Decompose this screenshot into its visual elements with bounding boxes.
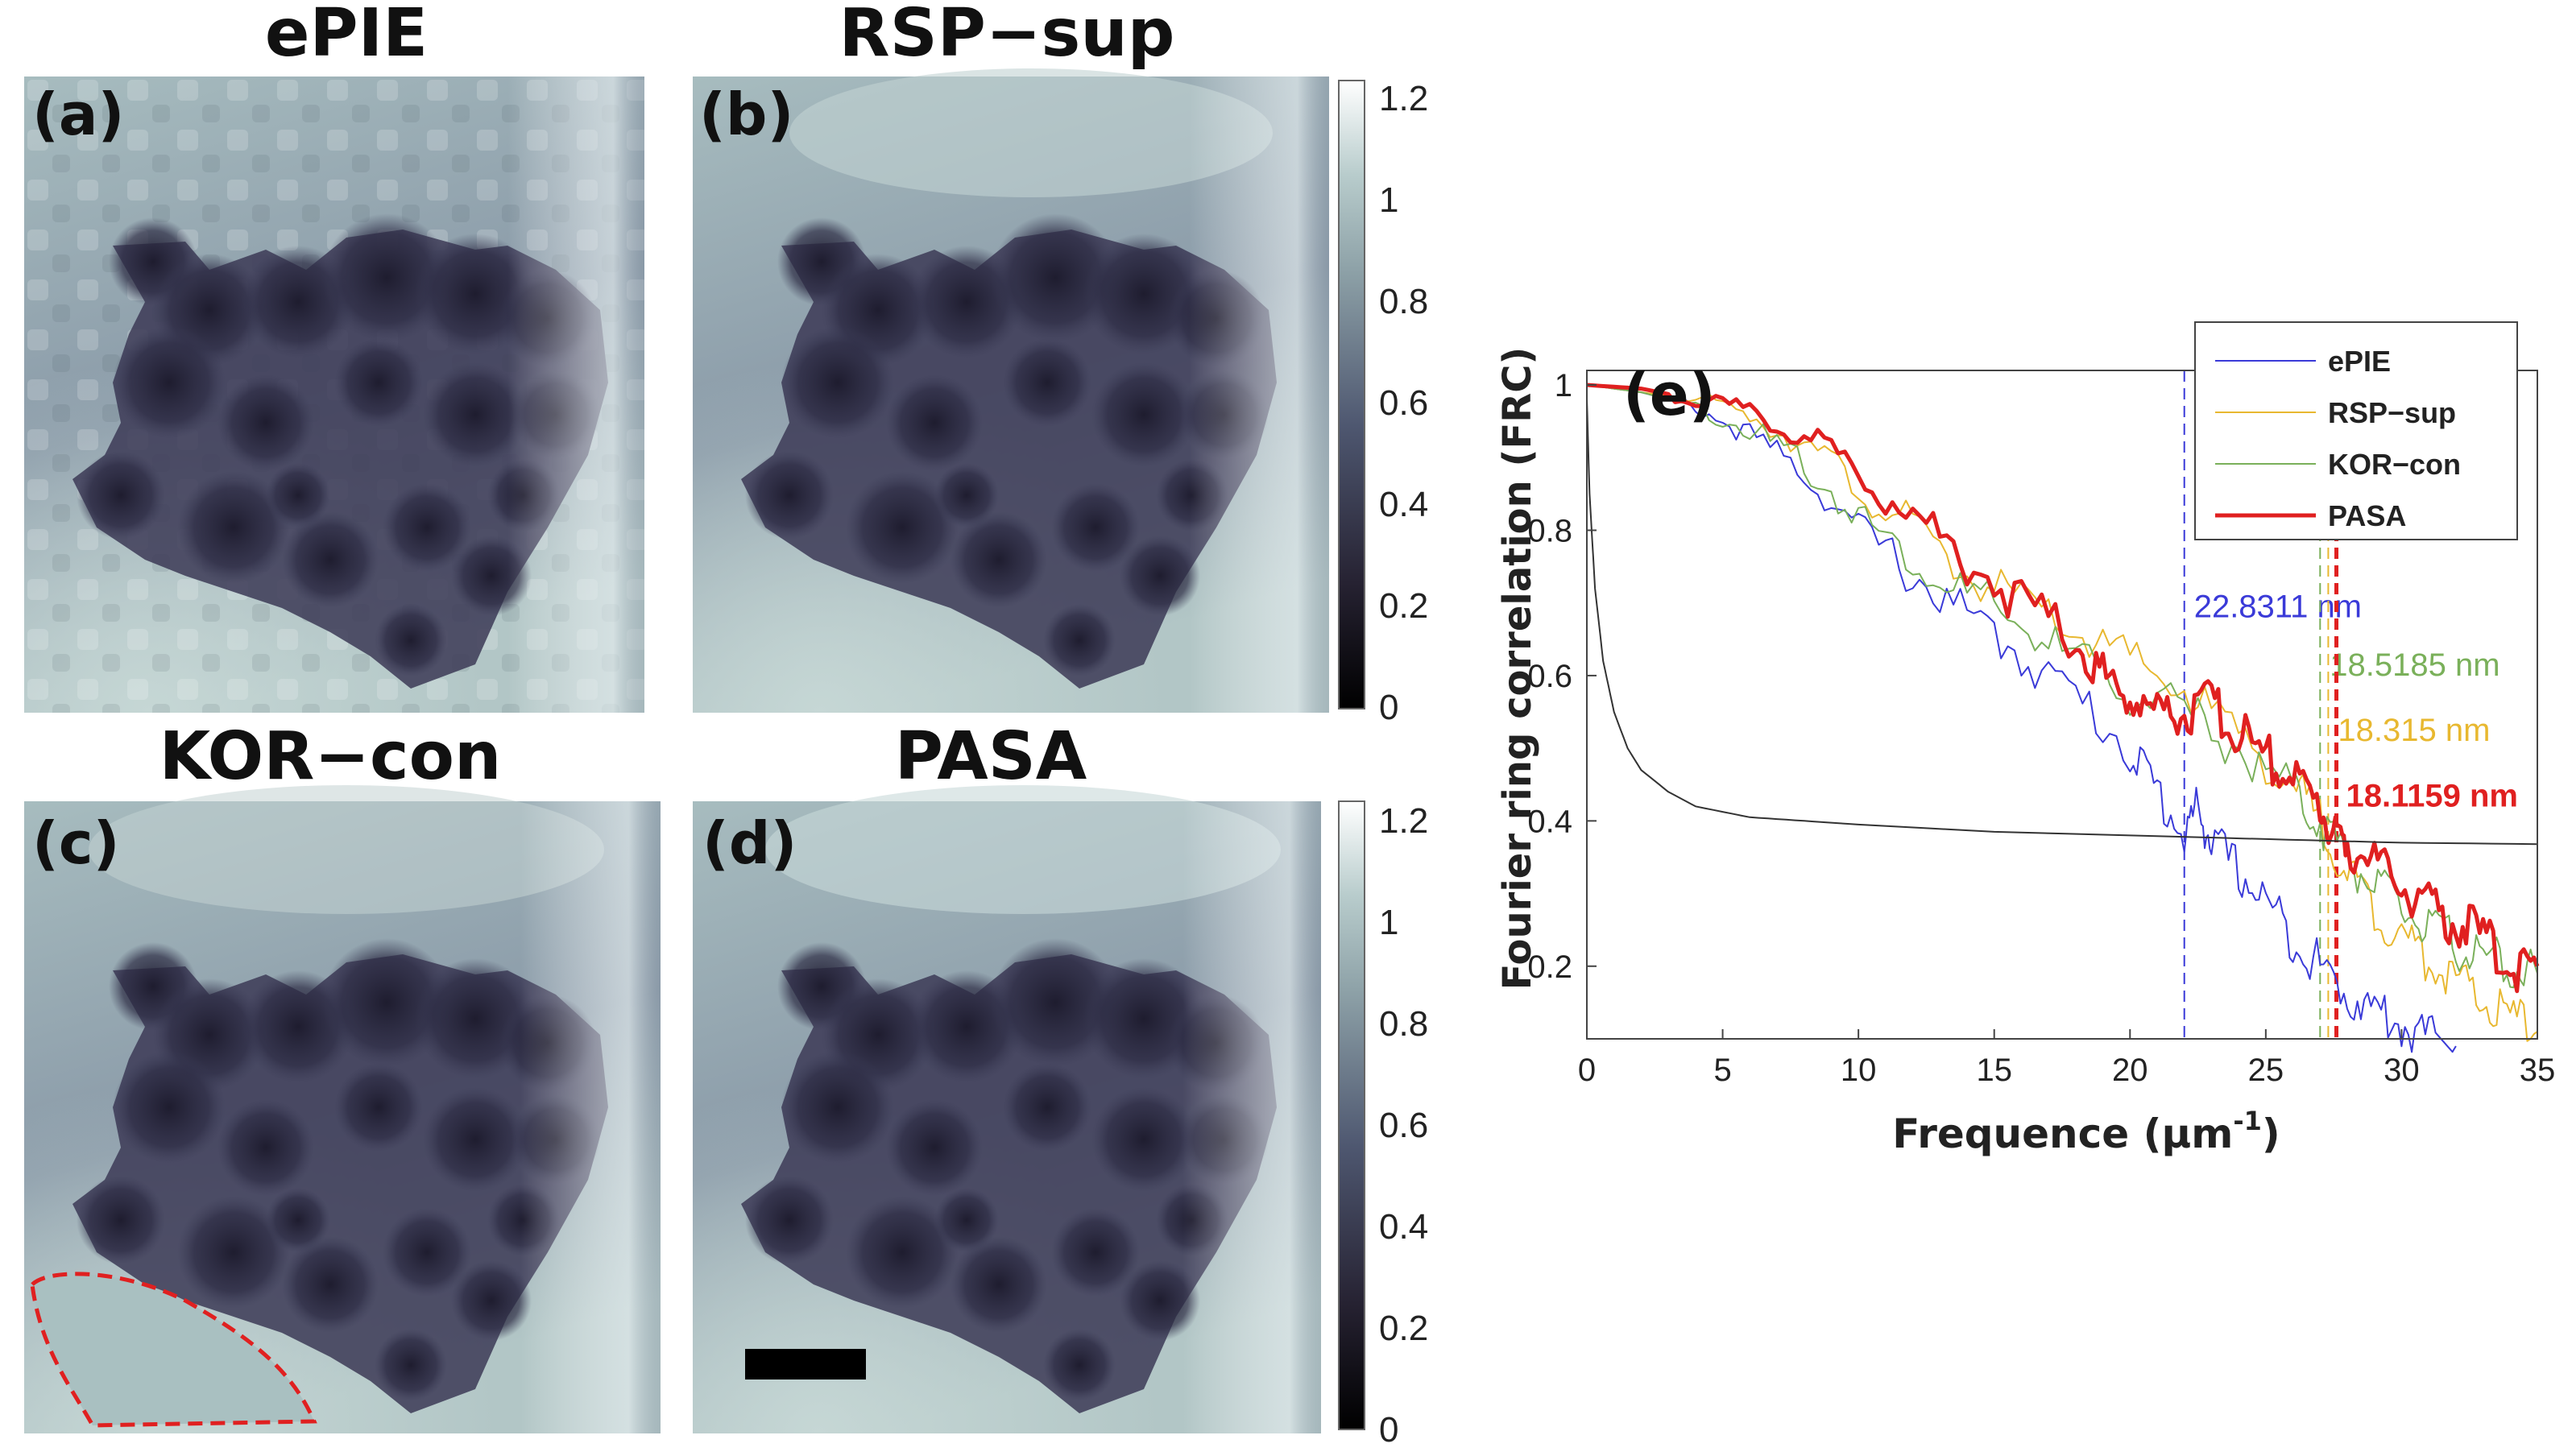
legend-label: ePIE xyxy=(2328,345,2391,378)
colorbar-top-tick: 0.6 xyxy=(1379,383,1429,423)
y-tick-label: 0.8 xyxy=(1527,513,1572,548)
x-tick-label: 5 xyxy=(1713,1053,1731,1088)
colorbar-top-tick: 0.4 xyxy=(1379,485,1429,524)
legend-label: PASA xyxy=(2328,499,2406,532)
panel-label-b: (b) xyxy=(699,81,794,148)
colorbar-top-tick: 0 xyxy=(1379,688,1399,727)
panel-label-c: (c) xyxy=(32,809,120,877)
roi-outline xyxy=(30,1272,317,1428)
colorbar-bottom xyxy=(1338,800,1365,1430)
panel-label-a: (a) xyxy=(32,81,125,148)
plot-frame xyxy=(1586,370,2538,1040)
colorbar-bottom-tick: 0.2 xyxy=(1379,1309,1429,1348)
panel-title-pasa: PASA xyxy=(894,718,1087,795)
image-panels xyxy=(24,68,1365,1433)
image-epie xyxy=(24,77,644,713)
colorbar-bottom-tick: 0.6 xyxy=(1379,1106,1429,1145)
legend-label: RSP−sup xyxy=(2328,396,2456,429)
panel-label-d: (d) xyxy=(702,809,797,877)
colorbar-bottom-tick: 1.2 xyxy=(1379,801,1429,841)
x-tick-label: 0 xyxy=(1578,1053,1596,1088)
y-tick-label: 1 xyxy=(1555,368,1572,403)
colorbar-bottom-tick: 1 xyxy=(1379,903,1399,942)
cutoff-label: 18.5185 nm xyxy=(2330,647,2500,683)
x-axis-label: Frequence (μm-1) xyxy=(1892,1106,2280,1157)
image-kor-con xyxy=(24,785,661,1433)
colorbar-top-tick: 0.8 xyxy=(1379,282,1429,321)
x-tick-label: 15 xyxy=(1976,1053,2012,1088)
series-line-epie xyxy=(1586,384,2457,1053)
y-tick-label: 0.4 xyxy=(1527,804,1572,839)
series-line-rspsup xyxy=(1586,384,2538,1042)
series-line-threshold xyxy=(1586,399,2538,846)
colorbar-top-tick: 1 xyxy=(1379,180,1399,220)
series-line-pasa xyxy=(1586,383,2540,994)
x-tick-label: 20 xyxy=(2112,1053,2148,1088)
panel-title-rsp-sup: RSP−sup xyxy=(839,0,1175,72)
scale-bar xyxy=(745,1349,866,1379)
cutoff-label: 22.8311 nm xyxy=(2194,589,2362,625)
y-tick-label: 0.2 xyxy=(1527,949,1572,985)
colorbar-top-tick: 1.2 xyxy=(1379,79,1429,118)
chart-panel-label: (e) xyxy=(1623,361,1716,428)
colorbar-bottom-tick: 0 xyxy=(1379,1410,1399,1450)
colorbar-bottom-tick: 0.8 xyxy=(1379,1004,1429,1044)
series-line-korcon xyxy=(1586,384,2538,989)
legend-label: KOR−con xyxy=(2328,448,2461,481)
y-axis-label: Fourier ring correlation (FRC) xyxy=(1495,347,1540,991)
colorbar-bottom-tick: 0.4 xyxy=(1379,1207,1429,1247)
panel-title-epie: ePIE xyxy=(264,0,429,72)
image-pasa xyxy=(693,785,1321,1433)
legend-box xyxy=(2194,321,2518,540)
x-tick-label: 35 xyxy=(2520,1053,2556,1088)
x-tick-label: 10 xyxy=(1841,1053,1877,1088)
x-tick-label: 30 xyxy=(2384,1053,2420,1088)
panel-title-kor-con: KOR−con xyxy=(159,718,502,795)
x-tick-label: 25 xyxy=(2248,1053,2284,1088)
colorbar-top-tick: 0.2 xyxy=(1379,586,1429,626)
y-tick-label: 0.6 xyxy=(1527,659,1572,694)
cutoff-label: 18.1159 nm xyxy=(2346,778,2519,813)
colorbar-top xyxy=(1338,80,1365,709)
image-rsp-sup xyxy=(693,68,1329,713)
cutoff-label: 18.315 nm xyxy=(2338,713,2490,748)
